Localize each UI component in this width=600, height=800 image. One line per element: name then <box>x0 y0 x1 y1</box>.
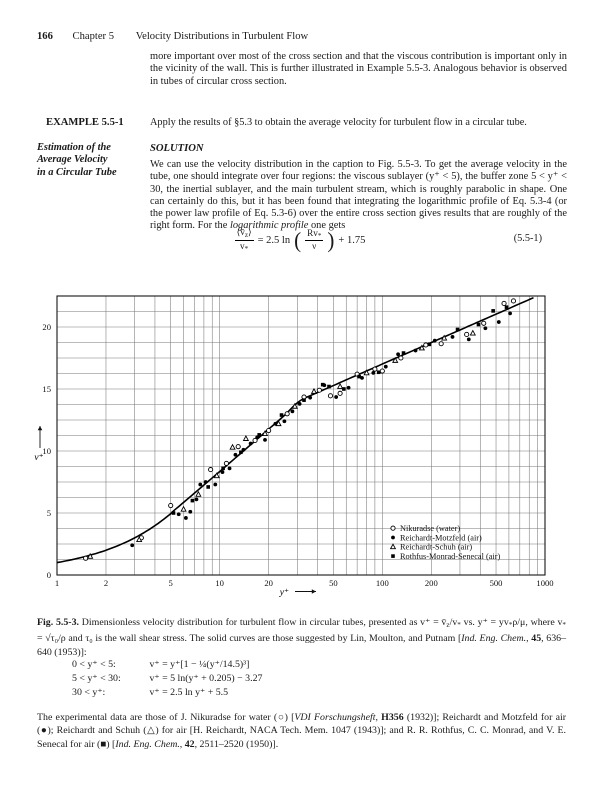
velocity-profile-curve <box>56 296 534 564</box>
chart-legend: Nikuradse (water)Reichardt-Motzfeld (air… <box>389 524 500 561</box>
svg-text:10: 10 <box>215 578 224 588</box>
plot-border <box>56 295 546 576</box>
equation-5-5-1: ⟨v̄z⟩ v* = 2.5 ln ( Rv* ν ) + 1.75 <box>0 224 600 256</box>
chapter-label: Chapter 5 <box>72 31 115 42</box>
equation-mid: = 2.5 ln <box>257 234 291 246</box>
chart-grid <box>56 295 545 576</box>
svg-text:15: 15 <box>42 384 51 394</box>
svg-text:5: 5 <box>169 578 173 588</box>
y-axis-label: v⁺ <box>34 453 43 463</box>
page-number: 166 <box>37 31 53 42</box>
equation-tail: + 1.75 <box>338 234 366 246</box>
open-paren: ( <box>294 226 302 253</box>
legend-label: Nikuradse (water) <box>400 524 460 533</box>
legend-label: Rothfus-Monrad-Senecal (air) <box>400 552 500 561</box>
legend-label: Reichardt-Schuh (air) <box>400 543 472 552</box>
series-reichardt-schuh-air <box>87 329 476 559</box>
svg-text:2: 2 <box>104 578 108 588</box>
x-axis-label: y⁺ <box>279 588 289 598</box>
svg-text:50: 50 <box>329 578 338 588</box>
svg-text:100: 100 <box>376 578 389 588</box>
svg-text:500: 500 <box>490 578 503 588</box>
figure-5-5-3-chart: 1 2 5 10 20 50 100 200 500 1000 0 5 10 15 20 Nikuradse … <box>34 295 554 598</box>
y-tick-labels: 0 5 10 15 20 <box>42 322 51 580</box>
svg-text:0: 0 <box>47 570 51 580</box>
example-prompt: Apply the results of §5.3 to obtain the … <box>150 117 527 128</box>
svg-text:20: 20 <box>42 322 51 332</box>
y-axis-arrowhead <box>37 426 43 431</box>
page-header: 166 Chapter 5 Velocity Distributions in … <box>37 31 308 42</box>
caption-equation-2: 5 < y⁺ < 30: v⁺ = 5 ln(y⁺ + 0.205) − 3.2… <box>72 673 263 684</box>
svg-text:10: 10 <box>42 446 51 456</box>
rhs-fraction: Rv* ν <box>305 228 324 252</box>
svg-text:1: 1 <box>55 578 59 588</box>
display-equation-row: ⟨v̄z⟩ v* = 2.5 ln ( Rv* ν ) + 1.75 (5.5-… <box>0 224 600 256</box>
intro-paragraph: more important over most of the cross se… <box>150 51 567 87</box>
caption-equation-3: 30 < y⁺: v⁺ = 2.5 ln y⁺ + 5.5 <box>72 687 229 698</box>
svg-text:5: 5 <box>47 508 51 518</box>
solution-paragraph: We can use the velocity distribution in … <box>150 159 567 232</box>
svg-text:20: 20 <box>264 578 273 588</box>
x-tick-labels: 1 2 5 10 20 50 100 200 500 1000 <box>55 578 554 588</box>
x-axis-arrowhead <box>311 589 316 594</box>
solution-heading: SOLUTION <box>150 143 204 154</box>
data-credits-paragraph: The experimental data are those of J. Ni… <box>37 712 567 750</box>
series-reichardt-motzfeld-air <box>130 311 512 548</box>
caption-equation-1: 0 < y⁺ < 5: v⁺ = y⁺[1 − ¼(y⁺/14.5)³] <box>72 659 250 670</box>
figure-caption: Fig. 5.5-3. Dimensionless velocity distr… <box>37 617 567 658</box>
close-paren: ) <box>327 226 335 253</box>
example-subtitle: Estimation of the Average Velocity in a … <box>37 142 117 178</box>
example-label: EXAMPLE 5.5-1 <box>46 117 124 128</box>
lhs-fraction: ⟨v̄z⟩ v* <box>234 227 254 253</box>
series-rothfus-monrad-senecal-air <box>171 305 509 515</box>
chapter-title: Velocity Distributions in Turbulent Flow <box>135 31 309 42</box>
equation-number: (5.5-1) <box>513 233 542 244</box>
svg-text:1000: 1000 <box>536 578 553 588</box>
svg-text:200: 200 <box>425 578 438 588</box>
series-nikuradse-water <box>83 298 517 561</box>
legend-label: Reichardt-Motzfeld (air) <box>400 533 482 542</box>
